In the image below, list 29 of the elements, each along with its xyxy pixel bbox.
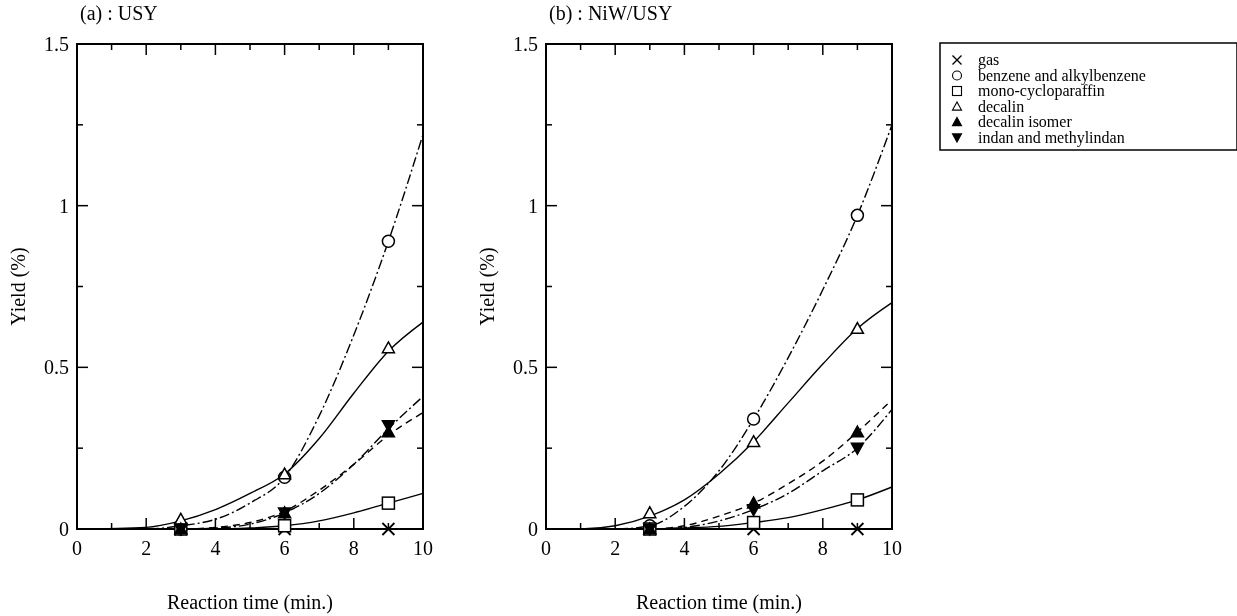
x-axis-title: Reaction time (min.) <box>166 591 334 614</box>
y-tick-label: 1.5 <box>513 33 538 55</box>
x-tick-label: 8 <box>817 537 828 559</box>
x-tick-label: 6 <box>279 537 290 559</box>
legend-label: decalin <box>978 97 1025 115</box>
chart-title: (b) : NiW/USY <box>549 2 673 25</box>
x-tick-label: 4 <box>679 537 690 559</box>
legend-label: decalin isomer <box>978 113 1073 130</box>
y-tick-label: 0.5 <box>44 356 69 379</box>
legend-label: mono-cycloparaffin <box>978 82 1105 100</box>
x-axis-title: Reaction time (min.) <box>635 591 803 614</box>
x-tick-label: 2 <box>141 537 152 559</box>
y-tick-label: 0.5 <box>513 356 538 379</box>
y-tick-label: 0 <box>528 518 538 540</box>
x-tick-label: 4 <box>210 537 221 559</box>
x-tick-label: 2 <box>610 537 621 559</box>
x-tick-label: 6 <box>748 537 759 559</box>
x-tick-label: 10 <box>413 537 433 559</box>
x-tick-label: 10 <box>882 537 902 559</box>
y-tick-label: 0 <box>59 518 69 540</box>
y-tick-label: 1 <box>528 194 538 217</box>
y-axis-title: Yield (%) <box>476 247 499 326</box>
x-tick-label: 8 <box>348 537 359 559</box>
y-axis-title: Yield (%) <box>7 247 30 326</box>
legend-label: indan and methylindan <box>978 128 1125 147</box>
y-tick-label: 1.5 <box>44 33 69 55</box>
chart-title: (a) : USY <box>80 2 158 25</box>
legend-label: gas <box>978 51 1000 69</box>
y-tick-label: 1 <box>59 194 69 217</box>
